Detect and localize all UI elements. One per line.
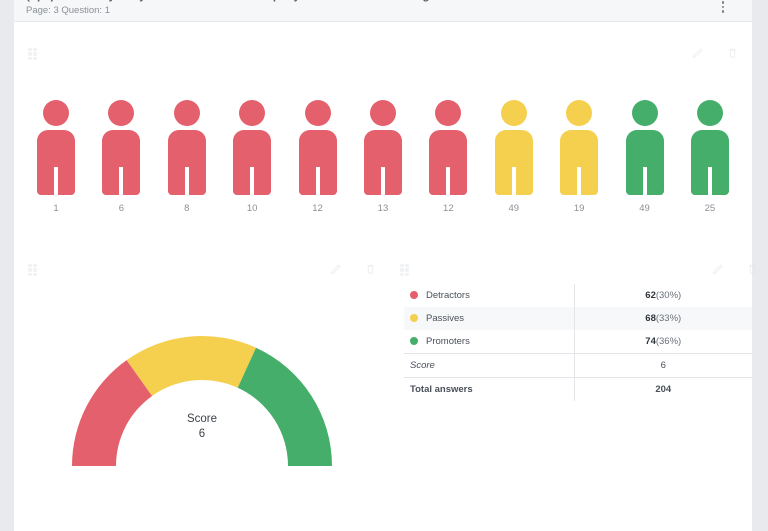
gauge-chart: Score 6 [66, 326, 338, 476]
gauge-center-readout: Score 6 [66, 412, 338, 442]
pictogram-item: 1 [32, 100, 80, 214]
pictogram-item: 49 [490, 100, 538, 214]
page-question-meta: Page: 3 Question: 1 [26, 5, 110, 16]
gauge-score-value: 6 [198, 428, 206, 440]
pictogram-item: 19 [555, 100, 603, 214]
legend-dot-icon [410, 314, 418, 322]
widget-toolbar [394, 260, 764, 282]
person-icon [296, 100, 340, 195]
pictogram-item-value: 12 [443, 203, 454, 214]
trash-icon[interactable] [747, 263, 758, 275]
person-icon [34, 100, 78, 195]
question-header: (nps) How likely are you to recommend Co… [14, 0, 752, 22]
person-icon [557, 100, 601, 195]
page-title: (nps) How likely are you to recommend Co… [26, 0, 450, 2]
category-label: Promoters [426, 336, 470, 347]
pictogram-item-value: 49 [508, 203, 520, 214]
pictogram-item: 12 [424, 100, 472, 214]
drag-handle-icon[interactable] [28, 264, 37, 276]
kebab-menu-icon[interactable] [716, 0, 730, 18]
gauge-score-label: Score [186, 413, 218, 425]
table-cell-label: Promoters [404, 330, 575, 354]
table-row: Passives 68(33%) [404, 307, 752, 330]
pictogram-item: 8 [163, 100, 211, 214]
summary-value: 204 [574, 377, 752, 401]
person-icon [492, 100, 536, 195]
pictogram-item-value: 10 [246, 203, 258, 214]
person-icon [426, 100, 470, 195]
table-cell-value: 62(30%) [645, 290, 682, 301]
table-cell-label: Passives [404, 307, 575, 330]
person-icon [230, 100, 274, 195]
widget-toolbar [22, 44, 744, 66]
summary-label: Score [404, 353, 575, 378]
pictogram-item: 6 [97, 100, 145, 214]
pictogram-item-value: 6 [118, 203, 125, 214]
summary-value: 6 [574, 353, 752, 378]
person-icon [361, 100, 405, 195]
widget-toolbar [22, 260, 382, 282]
pictogram-item: 12 [294, 100, 342, 214]
pictogram-item-value: 49 [639, 203, 650, 214]
table-row: Detractors 62(30%) [404, 284, 752, 307]
pictogram-item-value: 12 [312, 203, 323, 214]
person-icon [165, 100, 209, 195]
pictogram-figures: 1 6 8 10 12 13 12 49 19 49 25 [32, 74, 734, 214]
gauge-segment-promoters [237, 347, 332, 466]
pencil-icon[interactable] [712, 263, 723, 275]
table-row: Promoters 74(36%) [404, 330, 752, 354]
trash-icon[interactable] [727, 47, 738, 59]
pencil-icon[interactable] [692, 47, 703, 59]
pictogram-item: 25 [686, 100, 734, 214]
nps-summary-table: Detractors 62(30%) Passives 68(33%) Promoter… [404, 284, 752, 401]
pictogram-item-value: 25 [704, 203, 716, 214]
table-summary-row: Score 6 [404, 353, 752, 378]
person-icon [623, 100, 667, 195]
person-icon [688, 100, 732, 195]
nps-pictogram-widget: 1 6 8 10 12 13 12 49 19 49 25 [22, 44, 744, 224]
nps-summary-widget: Detractors 62(30%) Passives 68(33%) Promoter… [394, 260, 764, 401]
trash-icon[interactable] [365, 263, 376, 275]
nps-gauge-widget: Score 6 [22, 260, 382, 490]
table-summary-row: Total answers 204 [404, 377, 752, 401]
pictogram-item-value: 1 [53, 203, 59, 214]
pictogram-item: 10 [228, 100, 276, 214]
table-cell-value: 74(36%) [645, 336, 682, 347]
pictogram-item: 49 [621, 100, 669, 214]
legend-dot-icon [410, 337, 418, 345]
table-cell-label: Detractors [404, 284, 575, 307]
gauge-segment-detractors [72, 360, 153, 466]
summary-label: Total answers [404, 377, 575, 401]
pictogram-item: 13 [359, 100, 407, 214]
table-cell-value: 68(33%) [645, 313, 682, 324]
gauge-svg [72, 336, 332, 466]
report-card: 1 6 8 10 12 13 12 49 19 49 25 [14, 22, 756, 531]
legend-dot-icon [410, 291, 418, 299]
gauge-segment-passives [126, 336, 257, 396]
pictogram-item-value: 13 [377, 203, 389, 214]
drag-handle-icon[interactable] [28, 48, 37, 60]
category-label: Passives [426, 313, 465, 324]
pictogram-item-value: 19 [573, 203, 585, 214]
pictogram-item-value: 8 [184, 203, 190, 214]
person-icon [99, 100, 143, 195]
drag-handle-icon[interactable] [400, 264, 409, 276]
pencil-icon[interactable] [330, 263, 341, 275]
category-label: Detractors [426, 290, 470, 301]
